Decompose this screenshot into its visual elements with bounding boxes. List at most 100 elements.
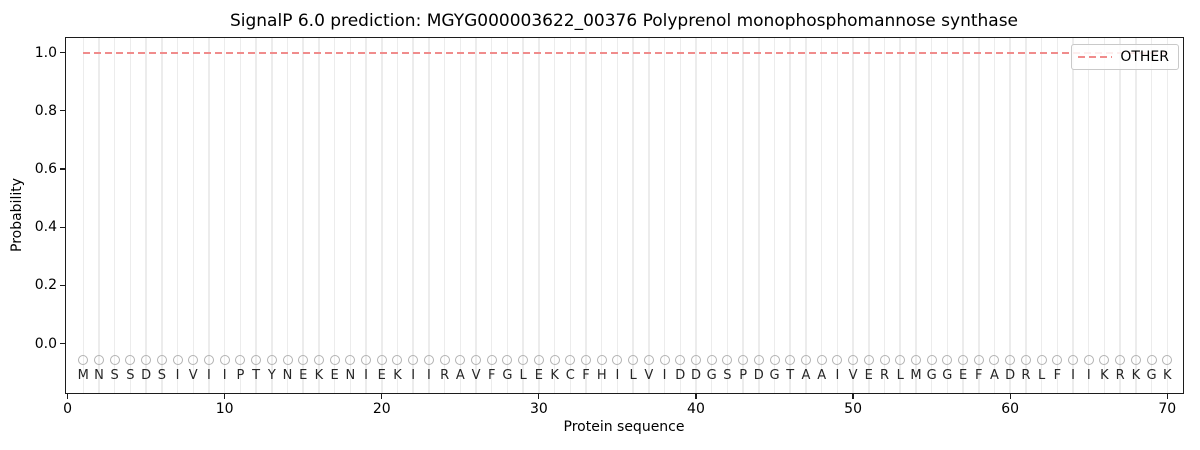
residue-letter: N bbox=[94, 368, 104, 384]
residue-gridline bbox=[899, 38, 901, 393]
residue-marker-circle bbox=[172, 354, 183, 365]
x-axis-tick bbox=[538, 394, 540, 399]
residue-gridline bbox=[978, 38, 980, 393]
residue-marker-circle bbox=[863, 354, 874, 365]
residue-gridline bbox=[632, 38, 634, 393]
residue-gridline bbox=[742, 38, 744, 393]
residue-marker-circle bbox=[109, 354, 120, 365]
residue-marker-circle bbox=[313, 354, 324, 365]
residue-gridline bbox=[1119, 38, 1121, 393]
residue-marker-circle bbox=[769, 354, 780, 365]
residue-gridline bbox=[443, 38, 446, 393]
residue-gridline bbox=[868, 38, 870, 393]
residue-marker-circle bbox=[1036, 354, 1047, 365]
residue-letter: I bbox=[207, 368, 211, 384]
residue-gridline bbox=[758, 38, 760, 393]
x-axis-tick bbox=[1166, 394, 1168, 399]
residue-letter: I bbox=[615, 368, 620, 384]
residue-marker-circle bbox=[910, 354, 921, 365]
residue-letter: K bbox=[550, 368, 559, 384]
residue-letter: M bbox=[77, 368, 89, 384]
residue-marker-circle bbox=[486, 354, 497, 365]
residue-gridline bbox=[1072, 38, 1074, 393]
residue-gridline bbox=[145, 38, 147, 393]
residue-letter: I bbox=[426, 368, 431, 384]
x-axis-tick-label: 0 bbox=[63, 401, 73, 417]
residue-marker-circle bbox=[1146, 354, 1157, 365]
residue-gridline bbox=[412, 38, 414, 393]
residue-marker-circle bbox=[816, 354, 827, 365]
residue-marker-circle bbox=[848, 354, 859, 365]
y-axis-tick-label: 0.4 bbox=[34, 219, 57, 236]
residue-marker-circle bbox=[439, 354, 450, 365]
legend-label: OTHER bbox=[1120, 49, 1169, 65]
residue-letter: D bbox=[753, 368, 764, 384]
residue-marker-circle bbox=[612, 354, 623, 365]
residue-marker-circle bbox=[973, 354, 984, 365]
residue-gridline bbox=[1150, 38, 1153, 393]
residue-marker-circle bbox=[1052, 354, 1063, 365]
residue-marker-circle bbox=[738, 354, 749, 365]
residue-marker-circle bbox=[1005, 354, 1016, 365]
residue-gridline bbox=[1056, 38, 1059, 393]
residue-gridline bbox=[1025, 38, 1027, 393]
residue-marker-circle bbox=[722, 354, 733, 365]
residue-marker-circle bbox=[753, 354, 764, 365]
residue-gridline bbox=[82, 38, 85, 393]
residue-marker-circle bbox=[1020, 354, 1031, 365]
y-axis-tick-label: 0.0 bbox=[34, 335, 57, 352]
residue-marker-circle bbox=[408, 354, 419, 365]
residue-gridline bbox=[223, 38, 226, 393]
residue-marker-circle bbox=[1099, 354, 1110, 365]
x-axis-label: Protein sequence bbox=[563, 419, 685, 435]
residue-gridline bbox=[648, 38, 650, 393]
residue-marker-circle bbox=[376, 354, 387, 365]
residue-marker-circle bbox=[942, 354, 953, 365]
residue-letter: A bbox=[801, 368, 811, 384]
residue-gridline bbox=[695, 38, 697, 393]
residue-gridline bbox=[852, 38, 854, 393]
residue-marker-circle bbox=[455, 354, 466, 365]
y-axis-tick bbox=[60, 51, 65, 54]
residue-marker-circle bbox=[628, 354, 639, 365]
residue-gridline bbox=[459, 38, 462, 393]
y-axis-label: Probability bbox=[9, 177, 25, 253]
residue-letter: E bbox=[377, 368, 386, 384]
residue-marker-circle bbox=[533, 354, 544, 365]
residue-marker-circle bbox=[345, 354, 356, 365]
residue-gridline bbox=[726, 38, 729, 393]
residue-gridline bbox=[490, 38, 493, 393]
residue-gridline bbox=[679, 38, 682, 393]
residue-letter: L bbox=[896, 368, 904, 384]
y-axis-tick bbox=[60, 110, 65, 112]
residue-gridline bbox=[161, 38, 163, 393]
residue-marker-circle bbox=[1130, 354, 1141, 365]
residue-marker-circle bbox=[926, 354, 937, 365]
residue-marker-circle bbox=[298, 354, 309, 365]
residue-gridline bbox=[396, 38, 399, 393]
residue-marker-circle bbox=[1083, 354, 1094, 365]
legend-dashed-line-sample bbox=[1078, 56, 1113, 58]
residue-marker-circle bbox=[78, 354, 89, 365]
residue-gridline bbox=[1135, 38, 1137, 393]
residue-letter: K bbox=[1163, 368, 1172, 384]
residue-marker-circle bbox=[203, 354, 214, 365]
residue-gridline bbox=[286, 38, 289, 393]
residue-letter: S bbox=[723, 368, 732, 384]
y-axis-tick bbox=[60, 226, 65, 228]
residue-letter: L bbox=[1037, 368, 1046, 384]
residue-letter: D bbox=[1005, 368, 1016, 384]
residue-marker-circle bbox=[1162, 354, 1173, 365]
residue-gridline bbox=[302, 38, 304, 393]
residue-gridline bbox=[208, 38, 210, 393]
residue-letter: D bbox=[675, 368, 686, 384]
residue-gridline bbox=[318, 38, 320, 393]
residue-gridline bbox=[271, 38, 273, 393]
residue-marker-circle bbox=[125, 354, 136, 365]
x-axis-tick bbox=[852, 394, 854, 399]
legend: OTHER bbox=[1071, 44, 1179, 70]
residue-letter: R bbox=[440, 368, 450, 384]
y-axis-tick-label: 0.6 bbox=[34, 160, 57, 177]
residue-letter: I bbox=[1071, 368, 1075, 384]
